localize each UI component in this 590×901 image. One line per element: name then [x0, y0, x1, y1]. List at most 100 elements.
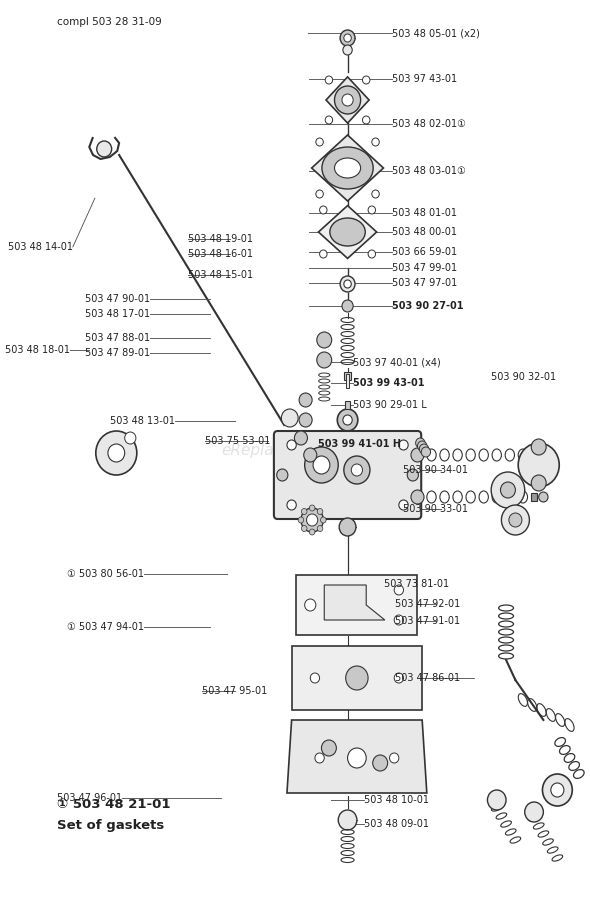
Circle shape — [325, 76, 333, 84]
Circle shape — [277, 469, 288, 481]
Polygon shape — [319, 205, 376, 259]
Circle shape — [299, 413, 312, 427]
Circle shape — [421, 447, 431, 457]
Circle shape — [309, 505, 315, 511]
Circle shape — [307, 514, 318, 526]
Bar — [346, 374, 349, 388]
Circle shape — [399, 440, 408, 450]
Circle shape — [108, 444, 124, 462]
Text: 503 48 14-01: 503 48 14-01 — [8, 241, 73, 252]
Circle shape — [320, 250, 327, 258]
Circle shape — [539, 450, 548, 460]
Circle shape — [342, 300, 353, 312]
Circle shape — [310, 673, 320, 683]
Text: 503 90 33-01: 503 90 33-01 — [403, 504, 468, 514]
Circle shape — [411, 490, 424, 504]
Circle shape — [373, 755, 388, 771]
Circle shape — [411, 448, 424, 462]
Text: ① 503 48 21-01: ① 503 48 21-01 — [57, 797, 170, 811]
Circle shape — [346, 666, 368, 690]
Circle shape — [317, 508, 323, 514]
Polygon shape — [324, 585, 385, 620]
Circle shape — [339, 518, 356, 536]
Text: 503 48 15-01: 503 48 15-01 — [188, 269, 254, 280]
Circle shape — [317, 332, 332, 348]
Text: 503 90 29-01 L: 503 90 29-01 L — [353, 400, 427, 411]
Circle shape — [362, 76, 370, 84]
Circle shape — [294, 431, 307, 445]
Text: 503 47 96-01: 503 47 96-01 — [57, 793, 122, 804]
Circle shape — [322, 740, 336, 756]
Circle shape — [281, 409, 298, 427]
Text: 503 47 92-01: 503 47 92-01 — [395, 598, 460, 609]
Circle shape — [372, 190, 379, 198]
Bar — [344, 372, 351, 380]
Circle shape — [394, 615, 404, 625]
Circle shape — [372, 138, 379, 146]
Text: 503 48 09-01: 503 48 09-01 — [365, 819, 430, 830]
Polygon shape — [287, 720, 427, 793]
Circle shape — [317, 352, 332, 368]
Circle shape — [287, 500, 296, 510]
Circle shape — [325, 116, 333, 124]
Text: 503 48 01-01: 503 48 01-01 — [392, 207, 457, 218]
Circle shape — [399, 500, 408, 510]
Circle shape — [525, 802, 543, 822]
Circle shape — [298, 517, 304, 523]
Polygon shape — [296, 575, 418, 635]
Polygon shape — [312, 135, 384, 201]
Text: 503 75 53-01: 503 75 53-01 — [205, 435, 270, 446]
Text: compl 503 28 31-09: compl 503 28 31-09 — [57, 17, 162, 27]
Text: 503 97 40-01 (x4): 503 97 40-01 (x4) — [353, 357, 441, 368]
Circle shape — [338, 810, 357, 830]
Text: eReplacementParts.com: eReplacementParts.com — [222, 443, 408, 459]
Circle shape — [415, 438, 425, 448]
Circle shape — [335, 86, 360, 114]
Circle shape — [419, 444, 429, 454]
Bar — [531, 451, 537, 459]
Text: 503 48 02-01①: 503 48 02-01① — [392, 119, 466, 130]
Circle shape — [317, 525, 323, 532]
Text: 503 66 59-01: 503 66 59-01 — [392, 247, 457, 258]
Text: 503 47 99-01: 503 47 99-01 — [392, 262, 457, 273]
Circle shape — [304, 448, 317, 462]
Circle shape — [304, 599, 316, 611]
Text: 503 47 97-01: 503 47 97-01 — [392, 278, 457, 288]
Circle shape — [287, 440, 296, 450]
Text: 503 90 34-01: 503 90 34-01 — [403, 465, 468, 476]
Text: 503 90 27-01: 503 90 27-01 — [392, 301, 464, 312]
Bar — [531, 493, 537, 501]
Circle shape — [394, 585, 404, 595]
Circle shape — [348, 748, 366, 768]
Polygon shape — [291, 646, 422, 710]
Circle shape — [531, 475, 546, 491]
FancyBboxPatch shape — [274, 431, 421, 519]
Ellipse shape — [330, 218, 365, 246]
Circle shape — [487, 790, 506, 810]
Circle shape — [509, 513, 522, 527]
Circle shape — [491, 472, 525, 508]
Text: 503 97 43-01: 503 97 43-01 — [392, 74, 457, 85]
Circle shape — [368, 206, 376, 214]
Circle shape — [362, 116, 370, 124]
Ellipse shape — [322, 147, 373, 189]
Text: 503 48 19-01: 503 48 19-01 — [188, 233, 253, 244]
Circle shape — [344, 34, 351, 42]
Circle shape — [340, 276, 355, 292]
Bar — [345, 401, 350, 409]
Text: 503 48 13-01: 503 48 13-01 — [110, 415, 175, 426]
Text: 503 48 18-01: 503 48 18-01 — [5, 344, 70, 355]
Circle shape — [351, 464, 362, 476]
Circle shape — [320, 206, 327, 214]
Circle shape — [518, 443, 559, 487]
Text: 503 48 00-01: 503 48 00-01 — [392, 227, 457, 238]
Circle shape — [344, 280, 351, 288]
Circle shape — [313, 456, 330, 474]
Circle shape — [124, 432, 136, 444]
Circle shape — [301, 525, 307, 532]
Circle shape — [418, 441, 427, 451]
Circle shape — [342, 94, 353, 106]
Circle shape — [368, 250, 376, 258]
Text: ① 503 80 56-01: ① 503 80 56-01 — [67, 569, 145, 579]
Text: ① 503 47 94-01: ① 503 47 94-01 — [67, 622, 145, 633]
